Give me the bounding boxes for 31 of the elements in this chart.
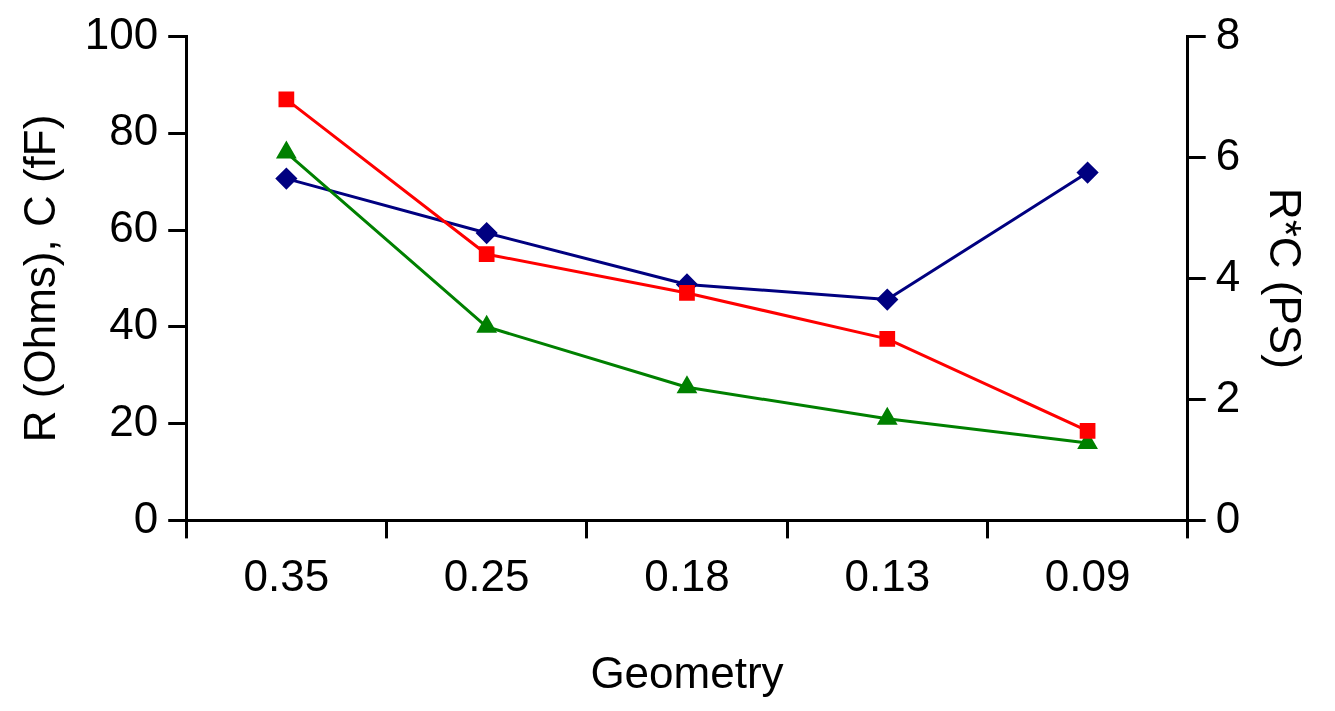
y-tick-label: 80 xyxy=(109,105,159,155)
x-tick-label: 0.09 xyxy=(1044,550,1131,600)
point xyxy=(877,408,897,425)
point xyxy=(879,331,896,347)
x-tick-label: 0.25 xyxy=(443,550,530,600)
point xyxy=(278,91,295,108)
y-tick-label: 40 xyxy=(109,298,159,348)
point xyxy=(277,142,296,159)
y2-tick-label: 4 xyxy=(1215,250,1241,300)
y2-axis-title: R*C (PS) xyxy=(1261,187,1311,369)
y-tick-label: 0 xyxy=(133,492,159,542)
x-tick-label: 0.18 xyxy=(644,550,730,600)
point xyxy=(275,168,297,190)
point xyxy=(679,285,695,301)
point xyxy=(476,222,498,244)
y2-tick-label: 2 xyxy=(1215,371,1241,421)
x-tick-label: 0.13 xyxy=(844,550,931,600)
point xyxy=(1077,162,1099,184)
y2-tick-label: 0 xyxy=(1215,492,1241,542)
x-tick-label: 0.35 xyxy=(243,550,330,600)
y2-tick-label: 8 xyxy=(1215,8,1241,58)
y-tick-label: 100 xyxy=(84,8,159,58)
point xyxy=(677,376,697,394)
y2-tick-label: 6 xyxy=(1215,129,1241,179)
point xyxy=(477,316,496,333)
point xyxy=(876,289,898,311)
point xyxy=(478,246,495,263)
x-axis-title: Geometry xyxy=(590,647,784,697)
y-tick-label: 20 xyxy=(109,395,159,445)
y-tick-label: 60 xyxy=(109,202,159,252)
y-axis-title: R (Ohms), C (fF) xyxy=(14,114,64,443)
